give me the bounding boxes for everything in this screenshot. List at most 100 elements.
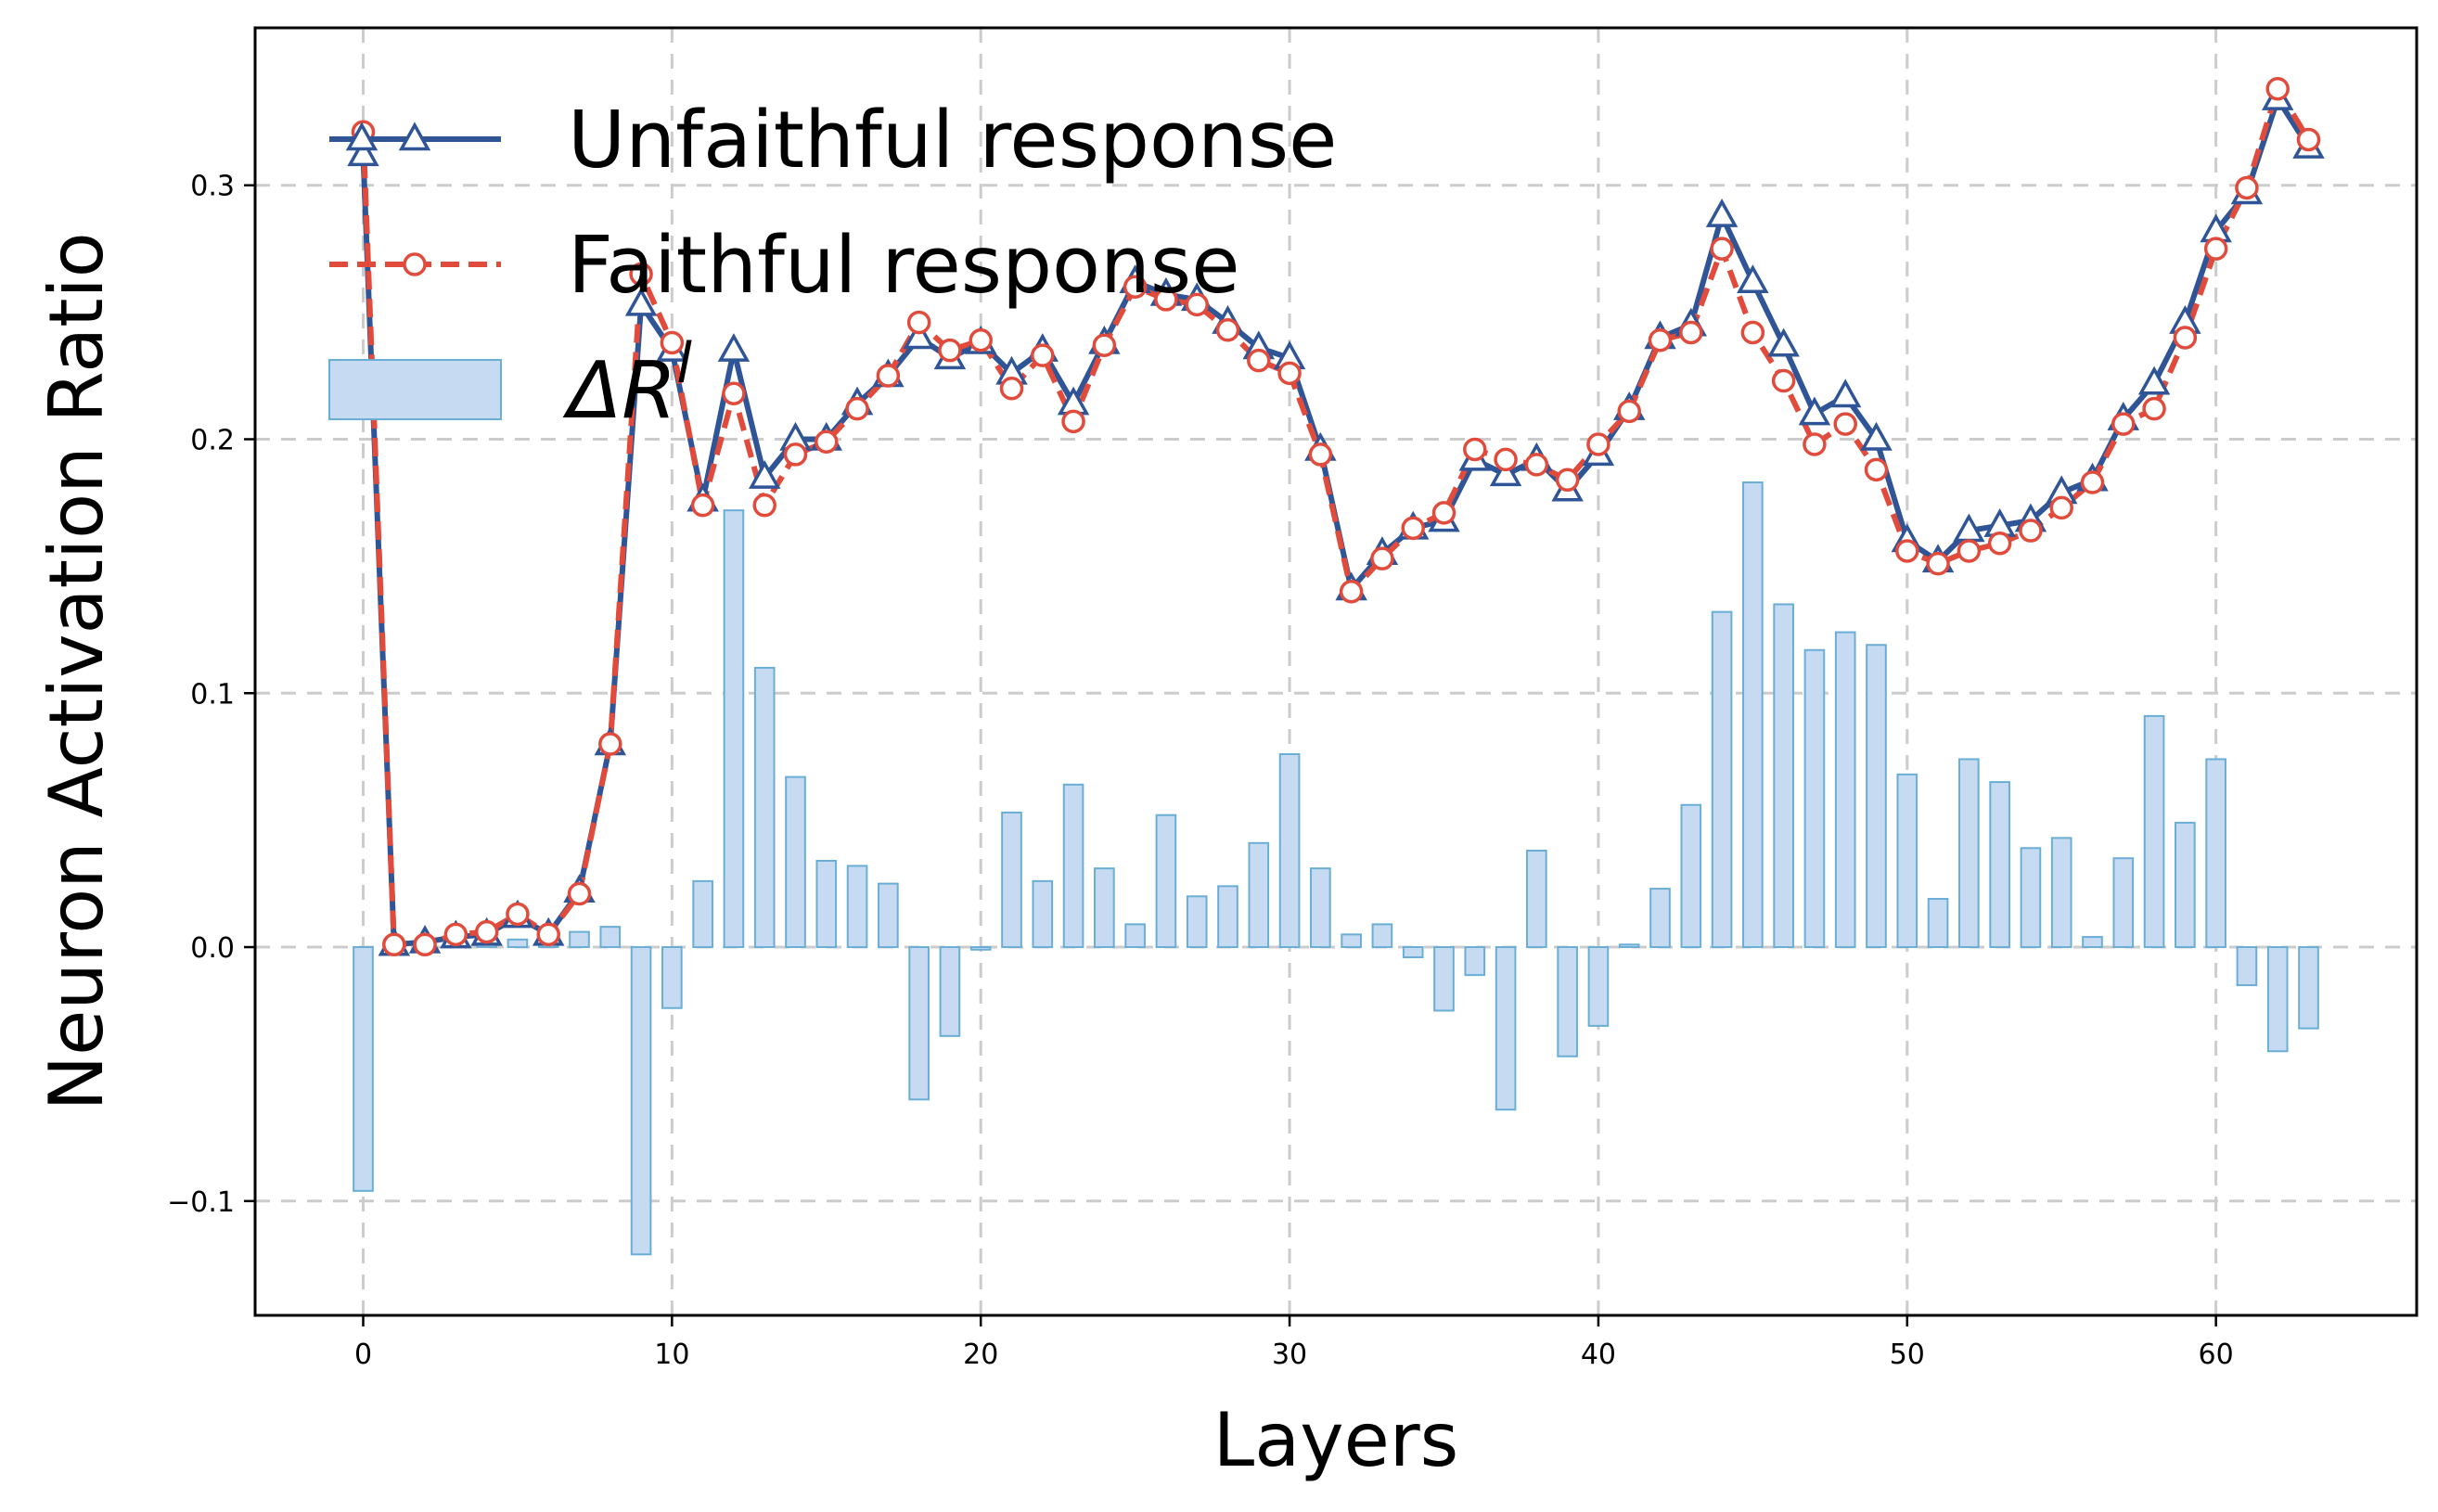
faithful-point — [536, 922, 560, 947]
delta-bar — [2266, 946, 2289, 1053]
faithful-point — [1061, 409, 1085, 434]
faithful-point — [1215, 318, 1240, 342]
delta-bar — [1896, 773, 1918, 949]
faithful-point — [1123, 275, 1148, 299]
faithful-point — [1926, 551, 1950, 576]
delta-bar — [507, 938, 529, 949]
faithful-point — [783, 442, 808, 467]
delta-bar — [846, 865, 868, 949]
faithful-point — [1401, 516, 1425, 541]
delta-bar — [1649, 888, 1671, 949]
delta-bar — [1618, 943, 1640, 949]
faithful-point — [1524, 453, 1549, 477]
delta-bar — [753, 666, 776, 949]
unfaithful-point — [1828, 378, 1862, 408]
delta-bar — [2082, 936, 2103, 949]
delta-bar — [1557, 946, 1578, 1057]
x-axis-label: Layers — [1213, 1397, 1459, 1483]
bars — [353, 481, 2319, 1256]
faithful-point — [629, 262, 653, 287]
faithful-point — [1308, 442, 1333, 467]
faithful-point — [2235, 175, 2259, 200]
delta-bar — [939, 946, 961, 1037]
x-axis-ticks: 0 10 20 30 40 50 60 — [354, 1315, 2234, 1371]
delta-bar — [878, 882, 899, 949]
unfaithful-point — [748, 459, 781, 489]
legend-unfaithful-marker — [345, 122, 379, 151]
delta-bar — [1680, 803, 1702, 949]
unfaithful-point — [1705, 199, 1739, 227]
delta-bar — [1834, 631, 1856, 949]
legend-faithful-swatch-markers — [403, 252, 427, 276]
faithful-point — [413, 932, 437, 957]
faithful-point — [1154, 288, 1178, 312]
x-tick-label: 60 — [2199, 1339, 2234, 1371]
faithful-point — [969, 327, 993, 352]
delta-bar — [630, 946, 652, 1256]
y-tick-label: 0.1 — [190, 678, 235, 711]
delta-bar — [661, 946, 683, 1009]
delta-bar — [1124, 923, 1146, 949]
delta-bar — [599, 926, 622, 949]
plot-frame — [253, 26, 2419, 1317]
lines — [360, 85, 2312, 948]
delta-bar — [2050, 837, 2072, 949]
faithful-point — [1339, 580, 1364, 604]
faithful-point — [876, 364, 901, 388]
delta-bar — [1186, 895, 1208, 949]
faithful-point — [2049, 495, 2073, 520]
unfaithful-point — [903, 320, 935, 350]
faithful-point — [1494, 447, 1518, 472]
delta-bar — [1094, 867, 1115, 949]
faithful-point — [845, 396, 869, 421]
delta-bar — [1989, 781, 2010, 949]
faithful-point — [2173, 326, 2198, 350]
y-axis-label: Neuron Activation Ratio — [33, 232, 120, 1110]
delta-bar — [1032, 879, 1054, 949]
faithful-point — [1771, 368, 1796, 393]
faithful-point — [815, 429, 839, 454]
legend-faithful-marker — [403, 252, 427, 276]
delta-bar — [2175, 821, 2196, 949]
faithful-point — [1586, 432, 1610, 456]
delta-bar — [353, 946, 374, 1192]
delta-bar — [1001, 811, 1022, 949]
faithful-point — [567, 881, 592, 906]
x-tick-label: 10 — [654, 1339, 689, 1371]
faithful-point — [752, 493, 776, 518]
faithful-point — [1617, 399, 1641, 424]
delta-bar — [1587, 946, 1610, 1027]
delta-bar — [1742, 481, 1764, 949]
faithful-point — [722, 381, 746, 405]
faithful-point — [1895, 539, 1919, 563]
faithful-point — [474, 919, 499, 944]
unfaithful-point — [717, 333, 751, 362]
x-tick-label: 0 — [354, 1339, 372, 1371]
delta-bar — [2205, 758, 2226, 949]
markers — [347, 76, 2325, 957]
unfaithful-point — [2137, 365, 2171, 395]
delta-bar — [2020, 847, 2042, 949]
unfaithful-point — [1798, 396, 1831, 426]
x-tick-label: 30 — [1272, 1339, 1307, 1371]
delta-bar — [1927, 898, 1949, 949]
faithful-point — [1463, 437, 1487, 462]
unfaithful-point — [1489, 457, 1522, 487]
unfaithful-point — [347, 137, 379, 167]
faithful-point — [1987, 531, 2012, 556]
faithful-point — [1957, 539, 1982, 563]
legend-faithful-label: Faithful response — [568, 220, 1240, 312]
faithful-point — [690, 493, 715, 518]
legend: Unfaithful response Faithful response ΔR… — [328, 95, 1337, 437]
delta-bar — [2236, 946, 2258, 987]
faithful-point — [999, 376, 1024, 401]
faithful-point — [1277, 361, 1302, 386]
delta-bar — [723, 509, 745, 949]
faithful-point — [443, 922, 468, 947]
legend-unfaithful-label: Unfaithful response — [568, 95, 1337, 186]
faithful-point — [2296, 127, 2321, 152]
faithful-point — [1864, 457, 1889, 482]
delta-bar — [1433, 946, 1455, 1012]
